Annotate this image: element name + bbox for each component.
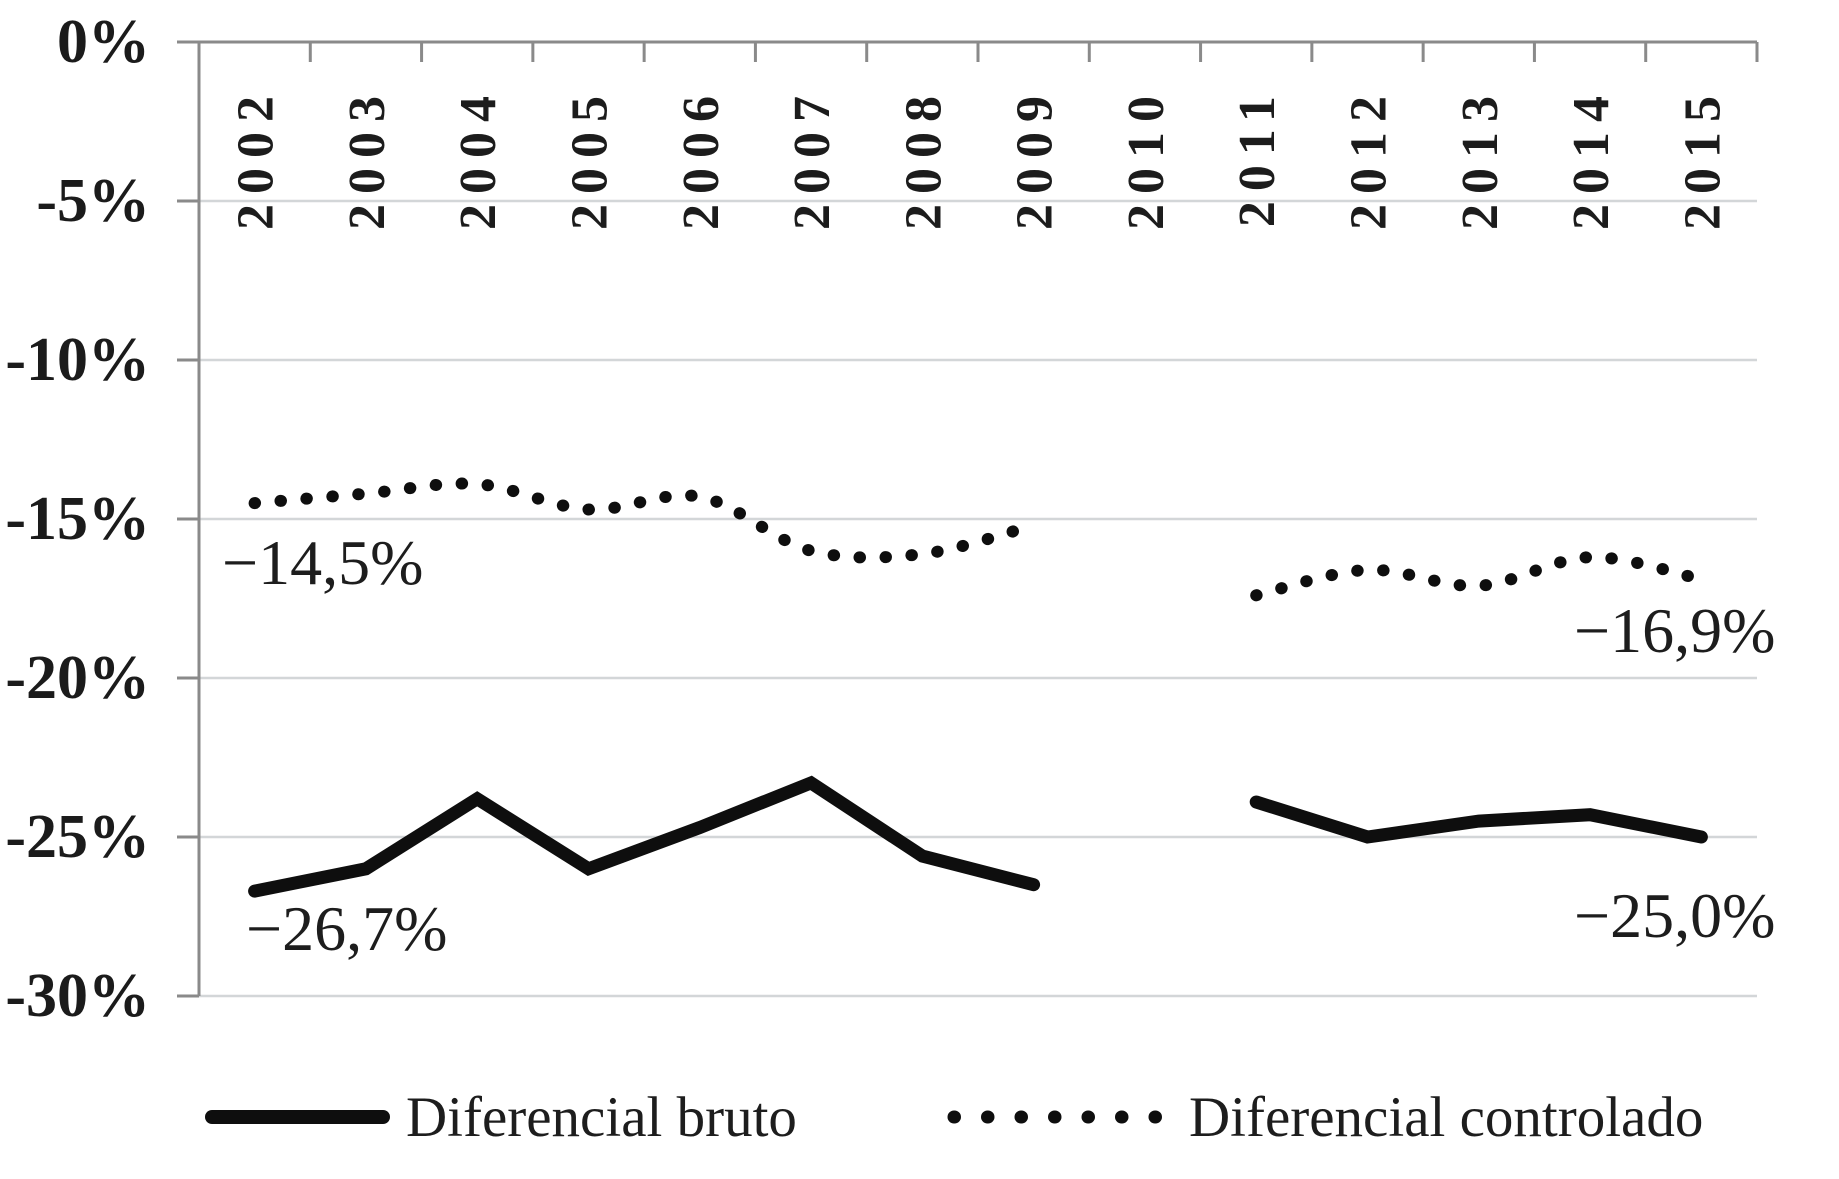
x-axis-tick-label: 2003: [339, 86, 396, 230]
data-label-bruto-2002: −26,7%: [246, 893, 448, 964]
x-axis-tick-label: 2004: [450, 86, 507, 230]
data-label-controlado-2002: −14,5%: [222, 527, 424, 598]
x-axis-tick-label: 2008: [895, 86, 952, 230]
x-axis-tick-label: 2015: [1674, 86, 1731, 230]
y-axis-tick-label: -30%: [5, 962, 150, 1030]
y-axis-tick-label: 0%: [57, 8, 150, 76]
x-axis-tick-label: 2012: [1341, 86, 1398, 230]
legend-item-controlado: Diferencial controlado: [945, 1082, 1703, 1152]
legend-label-controlado: Diferencial controlado: [1189, 1085, 1704, 1149]
x-axis-tick-label: 2005: [562, 86, 619, 230]
x-axis-tick-label: 2002: [228, 86, 285, 230]
plot-area: 2002 2003 2004 2005 2006 2007 2008 2009 2010 2011…: [177, 40, 1759, 998]
y-axis-tick-label: -15%: [5, 485, 150, 553]
data-label-controlado-2015: −16,9%: [1574, 595, 1776, 666]
legend-item-bruto: Diferencial bruto: [205, 1082, 797, 1152]
y-axis-tick-label: -10%: [5, 326, 150, 394]
x-axis-tick-label: 2014: [1563, 86, 1620, 230]
series-line-controlado: [248, 477, 1040, 564]
y-axis-tick-label: -5%: [36, 167, 150, 235]
series-line-bruto: [248, 775, 1041, 898]
x-axis-tick-label: 2009: [1007, 86, 1064, 230]
x-axis-tick-label: 2011: [1229, 86, 1286, 227]
series-line-controlado: [1250, 551, 1708, 602]
legend-label-bruto: Diferencial bruto: [406, 1085, 797, 1149]
x-axis-tick-label: 2013: [1452, 86, 1509, 230]
x-axis-tick-label: 2010: [1118, 86, 1175, 230]
data-label-bruto-2015: −25,0%: [1574, 880, 1776, 951]
series-line-bruto: [1249, 795, 1708, 844]
y-axis-tick-label: -25%: [5, 803, 150, 871]
x-axis-tick-label: 2006: [673, 86, 730, 230]
legend-swatch-solid-line: [205, 1110, 390, 1124]
y-axis-tick-label: -20%: [5, 644, 150, 712]
x-axis-tick-label: 2007: [784, 86, 841, 230]
legend-swatch-dotted-line: [947, 1110, 1173, 1124]
